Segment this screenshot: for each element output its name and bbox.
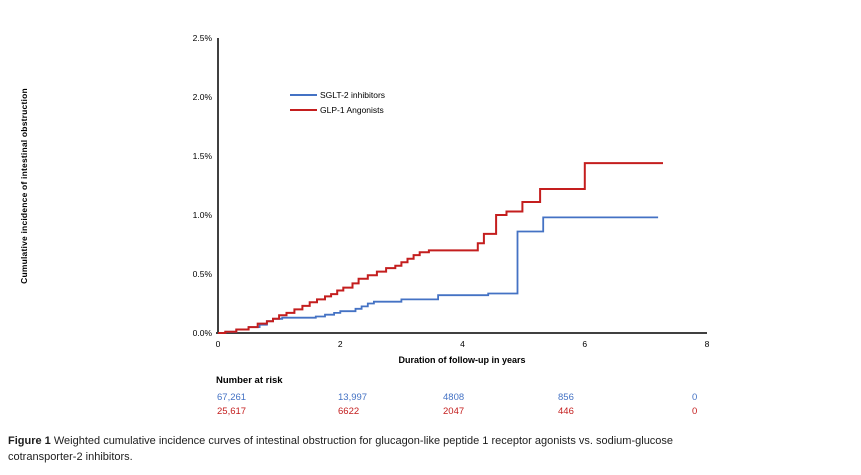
figure-caption: Figure 1 Weighted cumulative incidence c…: [8, 434, 854, 465]
caption-line1: Weighted cumulative incidence curves of …: [53, 435, 674, 447]
y-tick-label: 0.0%: [192, 328, 212, 338]
glp1-line-swatch: [290, 108, 317, 111]
y-tick-label: 2.0%: [192, 92, 212, 102]
risk-cell: 856: [558, 392, 574, 403]
legend-label-glp1: GLP-1 Angonists: [320, 104, 384, 115]
risk-cell: 0: [692, 406, 698, 417]
caption-line2: cotransporter-2 inhibitors.: [8, 450, 133, 463]
y-axis-title: Cumulative incidence of intestinal obstr…: [19, 88, 29, 284]
risk-table-title: Number at risk: [216, 375, 283, 386]
risk-cell: 6622: [338, 406, 360, 417]
figure-label: Figure 1: [8, 435, 51, 447]
legend-item-glp1: GLP-1 Angonists: [290, 104, 385, 115]
x-tick-label: 2: [337, 339, 343, 349]
risk-cell: 25,617: [217, 406, 247, 417]
x-axis-title: Duration of follow-up in years: [398, 355, 526, 365]
risk-cell: 0: [692, 392, 698, 403]
sglt2-line-swatch: [290, 93, 317, 96]
x-tick-label: 0: [215, 339, 221, 349]
risk-cell: 4808: [443, 392, 465, 403]
x-tick-label: 4: [460, 339, 465, 349]
legend-item-sglt2: SGLT-2 inhibitors: [290, 89, 385, 100]
x-tick-label: 6: [582, 339, 588, 349]
curve-glp1-agonists: [218, 162, 663, 334]
risk-cell: 13,997: [338, 392, 368, 403]
y-tick-label: 1.5%: [192, 151, 212, 161]
x-tick-label: 8: [704, 339, 710, 349]
legend: SGLT-2 inhibitors GLP-1 Angonists: [290, 89, 385, 115]
risk-cell: 67,261: [217, 392, 247, 403]
risk-cell: 446: [558, 406, 574, 417]
y-tick-label: 0.5%: [192, 269, 212, 279]
legend-label-sglt2: SGLT-2 inhibitors: [320, 89, 386, 100]
risk-cell: 2047: [443, 406, 465, 417]
y-tick-label: 2.5%: [192, 33, 212, 43]
y-tick-label: 1.0%: [192, 210, 212, 220]
